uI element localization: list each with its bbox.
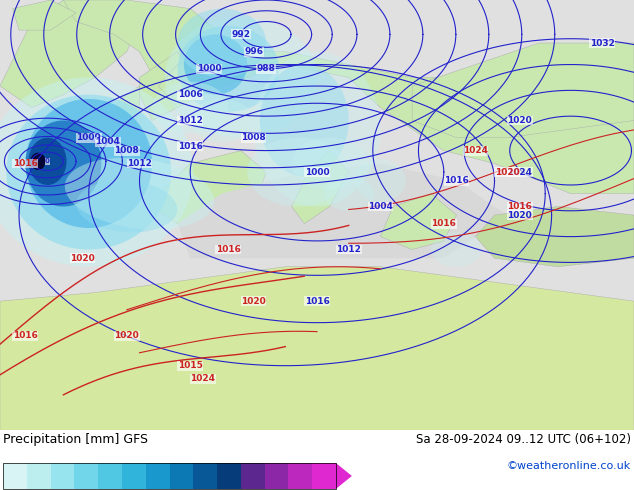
Ellipse shape (178, 26, 279, 112)
Polygon shape (0, 0, 139, 108)
Text: 1016: 1016 (13, 159, 38, 168)
Text: Precipitation [mm] GFS: Precipitation [mm] GFS (3, 433, 148, 446)
Text: 1024: 1024 (463, 146, 488, 155)
Bar (98, 463, 122, 489)
Text: 1012: 1012 (178, 116, 203, 125)
Bar (3, 463, 336, 489)
Ellipse shape (152, 82, 228, 133)
Text: 1020: 1020 (241, 296, 266, 306)
Text: 1004: 1004 (95, 138, 120, 147)
Ellipse shape (254, 51, 380, 206)
Bar (217, 463, 241, 489)
Text: 1008: 1008 (241, 133, 266, 142)
Text: ©weatheronline.co.uk: ©weatheronline.co.uk (507, 461, 631, 471)
Bar (265, 463, 288, 489)
Ellipse shape (190, 99, 254, 142)
Polygon shape (476, 206, 634, 267)
Text: 1012: 1012 (127, 159, 152, 168)
Ellipse shape (65, 158, 214, 229)
Bar (312, 463, 336, 489)
Polygon shape (178, 164, 507, 258)
Text: 1006: 1006 (178, 90, 203, 99)
Text: 988: 988 (257, 64, 276, 74)
Ellipse shape (431, 232, 482, 267)
Text: 1024: 1024 (190, 374, 216, 383)
Text: 0: 0 (45, 158, 50, 164)
Text: Sa 28-09-2024 09..12 UTC (06+102): Sa 28-09-2024 09..12 UTC (06+102) (416, 433, 631, 446)
Ellipse shape (178, 9, 266, 77)
Bar (241, 463, 265, 489)
Polygon shape (139, 51, 190, 121)
Text: 1008: 1008 (114, 146, 139, 155)
Text: 1020: 1020 (114, 331, 139, 340)
Text: 1016: 1016 (444, 176, 469, 185)
Text: 996: 996 (244, 47, 263, 56)
Polygon shape (380, 194, 456, 249)
Polygon shape (292, 150, 349, 224)
Polygon shape (114, 86, 139, 121)
Bar (193, 463, 217, 489)
Text: 1000: 1000 (197, 64, 221, 74)
Polygon shape (13, 0, 76, 30)
Text: 1016: 1016 (431, 219, 456, 228)
Polygon shape (158, 51, 634, 194)
Ellipse shape (6, 95, 171, 249)
Ellipse shape (30, 153, 46, 170)
Polygon shape (63, 0, 222, 86)
Bar (51, 463, 74, 489)
Text: 1016: 1016 (304, 296, 330, 306)
Ellipse shape (355, 159, 406, 202)
Text: 1000: 1000 (77, 133, 101, 142)
Polygon shape (412, 43, 634, 138)
Text: 1024: 1024 (507, 168, 533, 176)
Bar (74, 463, 98, 489)
Bar (122, 463, 146, 489)
Polygon shape (336, 463, 352, 489)
Ellipse shape (29, 138, 67, 185)
Text: 1015: 1015 (178, 361, 203, 370)
Ellipse shape (247, 138, 349, 206)
Text: 1020: 1020 (507, 211, 533, 220)
Text: 1012: 1012 (336, 245, 361, 254)
Ellipse shape (323, 176, 374, 211)
Ellipse shape (184, 34, 247, 95)
Text: 1016: 1016 (178, 142, 203, 151)
Text: 1016: 1016 (507, 202, 533, 211)
Bar (27, 463, 51, 489)
Ellipse shape (165, 17, 317, 138)
Text: 1016: 1016 (13, 331, 38, 340)
Text: 1000: 1000 (305, 168, 329, 176)
Text: 1032: 1032 (590, 39, 615, 48)
Ellipse shape (260, 65, 349, 176)
Bar (146, 463, 169, 489)
Polygon shape (152, 150, 266, 224)
Ellipse shape (292, 138, 368, 189)
Text: 1020: 1020 (70, 254, 95, 263)
Bar (3, 463, 27, 489)
Ellipse shape (25, 99, 152, 228)
Ellipse shape (77, 180, 177, 233)
Text: 992: 992 (231, 30, 250, 39)
Text: 1004: 1004 (368, 202, 393, 211)
Ellipse shape (0, 77, 193, 267)
Ellipse shape (25, 121, 101, 206)
Text: 1020: 1020 (495, 168, 520, 176)
Bar (288, 463, 312, 489)
Bar (170, 463, 193, 489)
Text: 1016: 1016 (216, 245, 241, 254)
Text: 1020: 1020 (507, 116, 533, 125)
Polygon shape (0, 267, 634, 430)
